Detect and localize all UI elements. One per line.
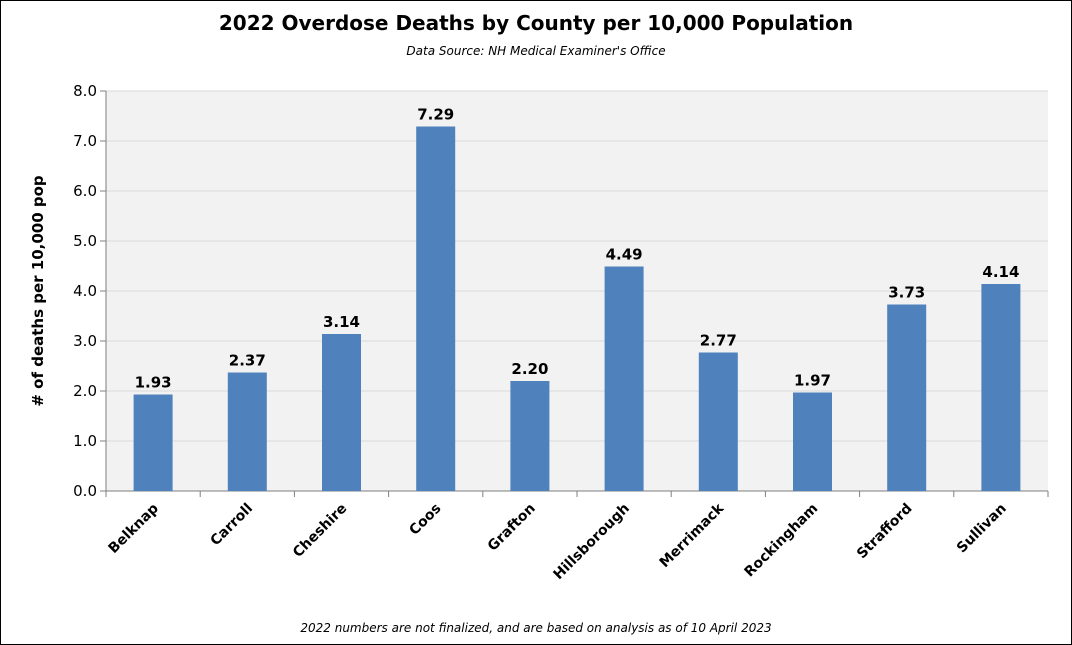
- chart-footnote: 2022 numbers are not finalized, and are …: [300, 621, 772, 635]
- bar: [322, 334, 361, 491]
- x-category-label: Cheshire: [290, 501, 350, 561]
- x-category-label: Coos: [406, 501, 444, 539]
- y-tick-label: 7.0: [73, 132, 97, 150]
- y-tick-label: 6.0: [73, 182, 97, 200]
- y-tick-label: 5.0: [73, 232, 97, 250]
- data-label: 7.29: [417, 106, 454, 124]
- y-tick-label: 0.0: [73, 482, 97, 500]
- x-category-label: Merrimack: [657, 500, 728, 571]
- chart-title: 2022 Overdose Deaths by County per 10,00…: [218, 11, 854, 35]
- data-label: 4.49: [606, 246, 643, 264]
- data-label: 1.97: [794, 372, 831, 390]
- data-label: 2.20: [511, 360, 548, 378]
- x-category-label: Carroll: [208, 501, 257, 550]
- bar: [133, 394, 173, 491]
- data-label: 3.73: [888, 284, 925, 302]
- y-tick-label: 3.0: [73, 332, 97, 350]
- bar: [981, 284, 1021, 491]
- data-label: 2.37: [229, 352, 266, 370]
- x-category-label: Rockingham: [742, 501, 822, 581]
- data-label: 4.14: [982, 263, 1019, 281]
- data-label: 1.93: [135, 374, 172, 392]
- bar: [604, 266, 644, 491]
- bar: [698, 352, 738, 491]
- bar: [510, 381, 550, 491]
- y-tick-label: 1.0: [73, 432, 97, 450]
- bar: [227, 372, 267, 491]
- data-label: 2.77: [700, 332, 737, 350]
- data-label: 3.14: [323, 313, 360, 331]
- x-category-label: Strafford: [854, 501, 916, 563]
- bar: [793, 392, 832, 491]
- y-tick-label: 4.0: [73, 282, 97, 300]
- x-category-label: Grafton: [485, 501, 539, 555]
- y-tick-label: 8.0: [73, 82, 97, 100]
- y-tick-label: 2.0: [73, 382, 97, 400]
- bar: [416, 126, 456, 491]
- x-category-label: Hillsborough: [550, 501, 632, 583]
- bar: [887, 304, 927, 491]
- x-category-label: Sullivan: [954, 501, 1010, 557]
- chart-subtitle: Data Source: NH Medical Examiner's Offic…: [406, 44, 666, 58]
- y-axis-title: # of deaths per 10,000 pop: [29, 175, 47, 407]
- x-category-label: Belknap: [106, 501, 162, 557]
